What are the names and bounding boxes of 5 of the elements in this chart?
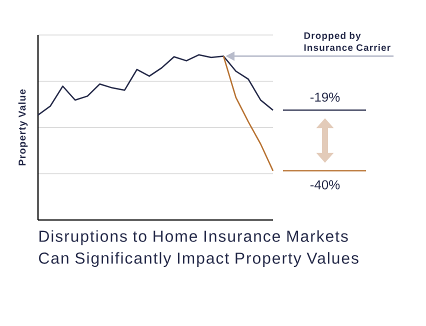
text: Disruptions to Home Insurance Markets Can Significantly Impact Property Values bbox=[39, 230, 358, 267]
text: Dropped by Insurance Carrier bbox=[304, 32, 390, 51]
text: -40% bbox=[310, 180, 340, 190]
y-axis-title: Property Value bbox=[18, 89, 28, 166]
text: -19% bbox=[310, 92, 340, 102]
